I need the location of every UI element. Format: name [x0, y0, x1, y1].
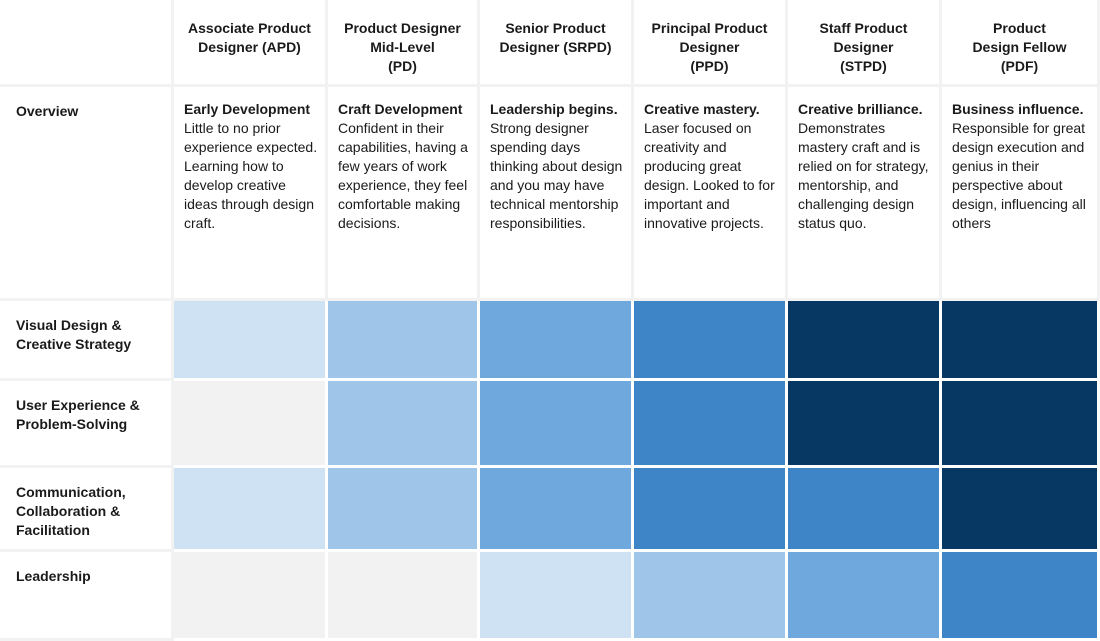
column-header-label: Senior Product Designer (SRPD)	[499, 20, 612, 55]
column-header-ppd: Principal Product Designer (PPD)	[634, 0, 788, 87]
level-cell	[788, 552, 942, 641]
column-header-srpd: Senior Product Designer (SRPD)	[480, 0, 634, 87]
level-cell	[480, 381, 634, 468]
overview-text: Confident in their capabilities, having …	[338, 120, 468, 231]
overview-title: Business influence.	[952, 101, 1084, 117]
level-cell	[942, 381, 1100, 468]
row-label-text: Leadership	[16, 568, 91, 584]
row-label: Leadership	[0, 552, 174, 641]
overview-cell-stpd: Creative brilliance. Demonstrates master…	[788, 87, 942, 301]
overview-text: Laser focused on creativity and producin…	[644, 120, 775, 231]
overview-text: Strong designer spending days thinking a…	[490, 120, 623, 231]
overview-title: Early Development	[184, 101, 311, 117]
column-header-pdf: Product Design Fellow (PDF)	[942, 0, 1100, 87]
row-label-text: Communication, Collaboration & Facilitat…	[16, 484, 126, 538]
level-cell	[328, 381, 480, 468]
level-cell	[174, 468, 328, 552]
level-cell	[328, 552, 480, 641]
overview-cell-ppd: Creative mastery. Laser focused on creat…	[634, 87, 788, 301]
level-cell	[174, 301, 328, 381]
row-label: Visual Design & Creative Strategy	[0, 301, 174, 381]
level-cell	[942, 552, 1100, 641]
level-cell	[634, 301, 788, 381]
level-cell	[634, 468, 788, 552]
overview-text: Demonstrates mastery craft and is relied…	[798, 120, 929, 231]
level-cell	[634, 381, 788, 468]
overview-cell-pdf: Business influence. Responsible for grea…	[942, 87, 1100, 301]
overview-cell-pd: Craft Development Confident in their cap…	[328, 87, 480, 301]
level-cell	[942, 301, 1100, 381]
overview-text: Responsible for great design execution a…	[952, 120, 1086, 231]
level-cell	[480, 468, 634, 552]
row-label-text: Overview	[16, 103, 79, 119]
level-cell	[328, 468, 480, 552]
level-cell	[174, 552, 328, 641]
row-label-overview: Overview	[0, 87, 174, 301]
row-label: Communication, Collaboration & Facilitat…	[0, 468, 174, 552]
column-header-label: Staff Product Designer (STPD)	[819, 20, 908, 74]
column-header-stpd: Staff Product Designer (STPD)	[788, 0, 942, 87]
column-header-label: Associate Product Designer (APD)	[188, 20, 311, 55]
column-header-label: Principal Product Designer (PPD)	[651, 20, 768, 74]
column-header-label: Product Design Fellow (PDF)	[972, 20, 1067, 74]
overview-title: Craft Development	[338, 101, 463, 117]
level-cell	[328, 301, 480, 381]
column-header-pd: Product Designer Mid-Level (PD)	[328, 0, 480, 87]
corner-cell	[0, 0, 174, 87]
overview-title: Creative mastery.	[644, 101, 760, 117]
level-cell	[480, 552, 634, 641]
level-cell	[634, 552, 788, 641]
overview-title: Leadership begins.	[490, 101, 618, 117]
level-cell	[174, 381, 328, 468]
level-cell	[788, 468, 942, 552]
column-header-apd: Associate Product Designer (APD)	[174, 0, 328, 87]
level-cell	[480, 301, 634, 381]
row-label: User Experience & Problem-Solving	[0, 381, 174, 468]
row-label-text: User Experience & Problem-Solving	[16, 397, 140, 432]
row-label-text: Visual Design & Creative Strategy	[16, 317, 132, 352]
overview-cell-apd: Early Development Little to no prior exp…	[174, 87, 328, 301]
level-cell	[788, 301, 942, 381]
overview-cell-srpd: Leadership begins. Strong designer spend…	[480, 87, 634, 301]
level-cell	[788, 381, 942, 468]
level-cell	[942, 468, 1100, 552]
column-header-label: Product Designer Mid-Level (PD)	[344, 20, 461, 74]
overview-text: Little to no prior experience expected. …	[184, 120, 318, 231]
overview-title: Creative brilliance.	[798, 101, 923, 117]
